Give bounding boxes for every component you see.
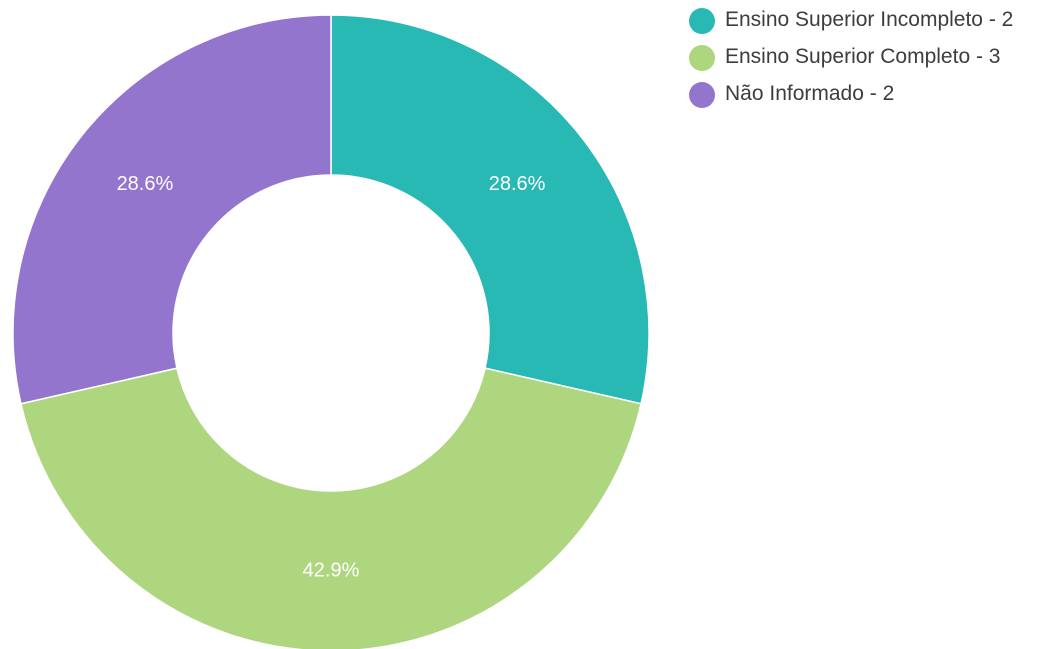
chart-legend: Ensino Superior Incompleto - 2 Ensino Su… bbox=[689, 6, 1034, 117]
legend-swatch-ensino-superior-incompleto bbox=[689, 8, 715, 34]
donut-slice-ensino-superior-completo[interactable] bbox=[20, 367, 642, 649]
legend-item-ensino-superior-incompleto[interactable]: Ensino Superior Incompleto - 2 bbox=[689, 6, 1034, 37]
legend-swatch-ensino-superior-completo bbox=[689, 45, 715, 71]
slice-percent-label-ensino-superior-completo: 42.9% bbox=[303, 559, 360, 581]
legend-label-ensino-superior-completo: Ensino Superior Completo - 3 bbox=[725, 45, 1001, 68]
slice-percent-label-ensino-superior-incompleto: 28.6% bbox=[489, 173, 546, 195]
slice-percent-label-nao-informado: 28.6% bbox=[117, 173, 174, 195]
legend-item-nao-informado[interactable]: Não Informado - 2 bbox=[689, 80, 1034, 111]
donut-slice-ensino-superior-incompleto[interactable] bbox=[330, 14, 650, 405]
legend-label-nao-informado: Não Informado - 2 bbox=[725, 82, 895, 105]
legend-label-ensino-superior-incompleto: Ensino Superior Incompleto - 2 bbox=[725, 8, 1014, 31]
donut-slice-nao-informado[interactable] bbox=[12, 14, 332, 405]
legend-item-ensino-superior-completo[interactable]: Ensino Superior Completo - 3 bbox=[689, 43, 1034, 74]
legend-swatch-nao-informado bbox=[689, 82, 715, 108]
